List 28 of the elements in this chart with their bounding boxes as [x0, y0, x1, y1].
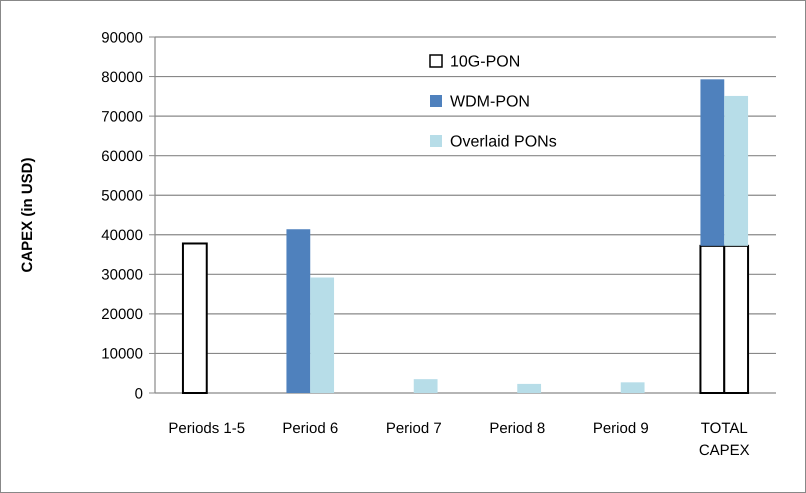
y-tick-label: 80000: [101, 68, 143, 86]
y-tick-label: 50000: [101, 187, 143, 204]
bar: [724, 96, 748, 246]
bar: [286, 229, 310, 393]
legend-label: 10G-PON: [450, 54, 520, 71]
y-tick-label: 60000: [101, 148, 143, 165]
bar: [414, 379, 438, 393]
y-tick-label: 70000: [101, 108, 143, 126]
y-tick-label: 10000: [101, 346, 143, 363]
y-axis-title: CAPEX (in USD): [19, 157, 36, 273]
bar: [620, 382, 645, 393]
bar: [700, 79, 724, 246]
bar: [310, 278, 334, 393]
x-tick-label: Period 6: [282, 420, 338, 437]
legend-label: Overlaid PONs: [450, 134, 557, 151]
y-tick-label: 0: [134, 385, 143, 402]
bar: [182, 242, 208, 394]
bar: [517, 384, 542, 393]
x-tick-label: Period 7: [386, 420, 442, 437]
x-tick-label: Period 8: [489, 420, 546, 437]
y-tick-label: 30000: [101, 266, 143, 284]
y-tick-label: 20000: [101, 306, 143, 324]
x-tick-label: Periods 1-5: [168, 420, 246, 437]
legend-label: WDM-PON: [450, 94, 530, 111]
x-tick-label: Period 9: [592, 420, 649, 437]
x-tick-label: TOTAL CAPEX: [698, 420, 750, 459]
y-tick-label: 90000: [101, 29, 143, 46]
y-tick-label: 40000: [101, 227, 143, 244]
